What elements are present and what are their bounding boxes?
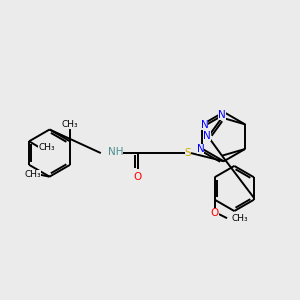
Text: CH₃: CH₃ (24, 170, 41, 179)
Text: CH₃: CH₃ (62, 120, 78, 129)
Text: N: N (203, 131, 211, 141)
Text: CH₃: CH₃ (38, 143, 55, 152)
Text: NH: NH (108, 147, 124, 157)
Text: S: S (184, 148, 191, 158)
Text: N: N (218, 110, 226, 120)
Text: N: N (196, 145, 204, 154)
Text: O: O (134, 172, 142, 182)
Text: CH₃: CH₃ (232, 214, 248, 223)
Text: O: O (211, 208, 219, 218)
Text: N: N (201, 120, 208, 130)
